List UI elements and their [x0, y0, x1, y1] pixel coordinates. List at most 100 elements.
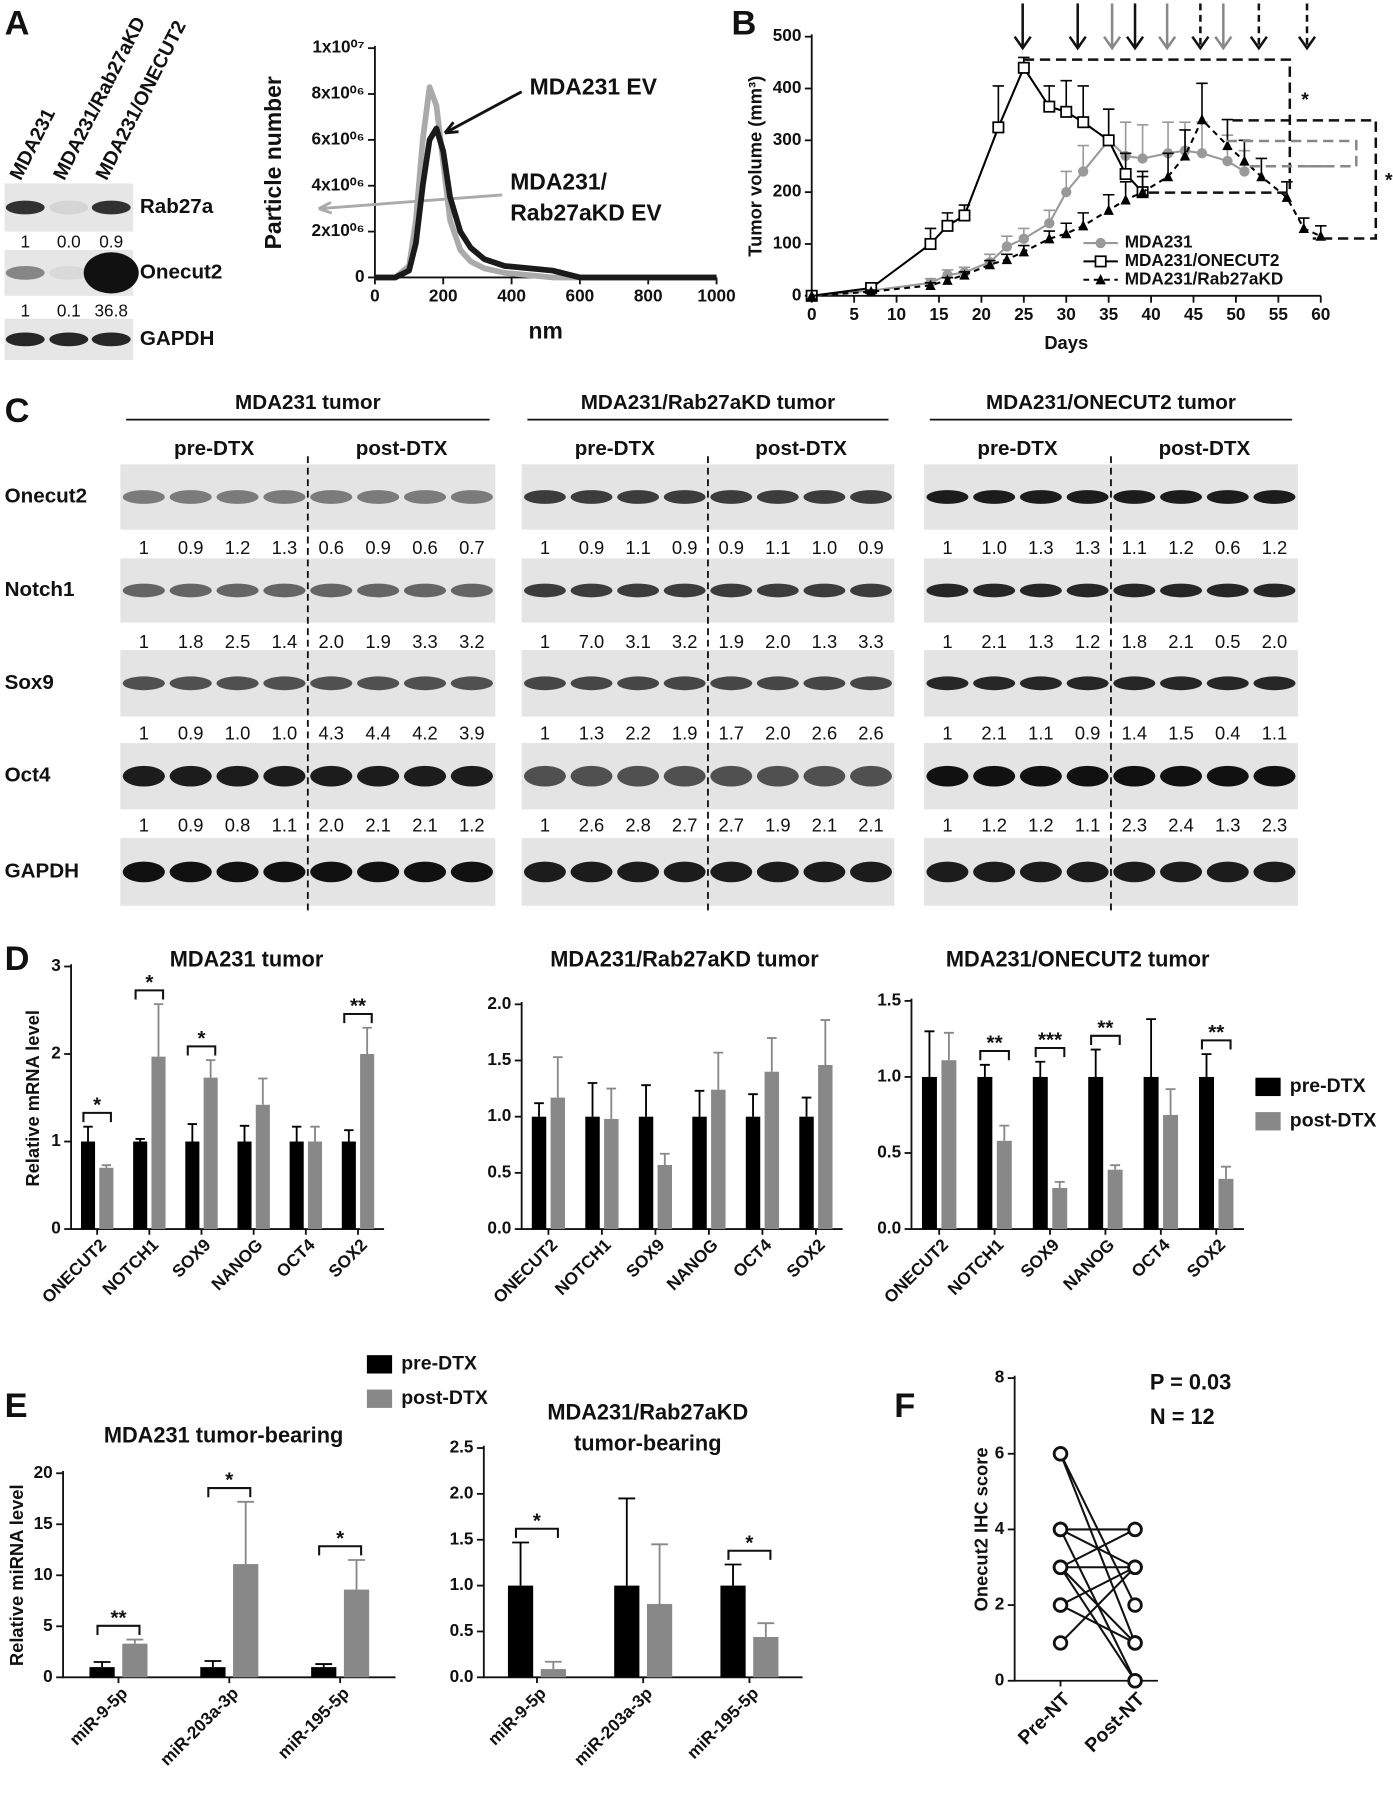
x-tick-label: SOX2 [782, 1235, 829, 1282]
marker [1239, 155, 1250, 166]
quant: 2.1 [412, 814, 437, 835]
band [803, 676, 846, 691]
band [756, 861, 799, 883]
band [450, 490, 493, 504]
marker [1196, 148, 1208, 159]
significance: * [145, 971, 153, 994]
band [850, 765, 892, 787]
y-tick-label: 0 [355, 266, 365, 286]
quant: 1.1 [765, 537, 790, 558]
quant: 4.3 [319, 723, 344, 744]
band [617, 676, 660, 691]
band [49, 265, 89, 280]
row-label: Oct4 [5, 764, 51, 787]
y-axis-label: Particle number [260, 76, 286, 249]
y-tick-label: 5 [43, 1615, 53, 1635]
significance-bracket [1034, 1046, 1066, 1058]
axis [520, 1002, 843, 1230]
bar [507, 1585, 534, 1678]
bar [614, 1585, 640, 1678]
band [803, 583, 846, 598]
x-tick-label: 5 [849, 304, 859, 324]
arrow-head [318, 201, 333, 215]
legend-label: MDA231 [1125, 232, 1193, 252]
row-label: Sox9 [5, 671, 54, 694]
error-bar [544, 1660, 562, 1670]
band [5, 200, 45, 215]
band [1160, 861, 1203, 883]
significance: ** [987, 1032, 1003, 1055]
error-bar [820, 1019, 831, 1066]
y-tick-label: 1.5 [877, 989, 901, 1009]
band [403, 765, 447, 787]
bar [692, 1116, 707, 1230]
row-label: Rab27a [140, 195, 214, 218]
error-bar [757, 1622, 775, 1637]
y-tick-label: 1.5 [450, 1528, 474, 1548]
band [169, 676, 212, 691]
y-tick-label: 0.5 [487, 1161, 511, 1181]
band [91, 332, 131, 347]
point [1127, 1597, 1143, 1613]
quant: 1 [20, 300, 30, 320]
pair-line [1060, 1566, 1136, 1607]
marker [959, 269, 970, 280]
marker [1298, 222, 1309, 234]
quant: 36.8 [94, 300, 127, 320]
bar [1088, 1076, 1104, 1230]
chart-title: MDA231/Rab27aKD [547, 1399, 748, 1424]
band [710, 765, 753, 787]
quant: 0.9 [178, 537, 203, 558]
band [973, 861, 1016, 883]
band [91, 200, 131, 215]
marker [1222, 155, 1233, 167]
legend-label: post-DTX [401, 1387, 488, 1409]
error-bar [552, 1056, 563, 1098]
y-tick-label: 1x10⁰⁷ [312, 37, 364, 57]
quant: 2.0 [1262, 631, 1287, 652]
band [1253, 490, 1296, 504]
point [1052, 1597, 1069, 1613]
band [1113, 861, 1156, 883]
marker [1094, 255, 1107, 268]
band [1113, 765, 1156, 787]
error-bar [694, 1089, 705, 1117]
x-tick-label: 50 [1226, 304, 1245, 324]
band [169, 583, 212, 598]
error-bar [258, 1077, 268, 1105]
bar [133, 1141, 148, 1230]
marker [1078, 220, 1089, 231]
bar [151, 1056, 166, 1230]
y-axis-label: Tumor volume (mm³) [745, 76, 766, 257]
band [523, 583, 566, 598]
band [756, 583, 799, 598]
marker [1281, 191, 1292, 202]
band [263, 765, 306, 787]
quant: 0.9 [178, 814, 203, 835]
marker [1102, 134, 1115, 147]
band [263, 490, 306, 504]
quant: 1.3 [579, 723, 604, 744]
quant: 2.0 [765, 631, 790, 652]
y-tick-label: 2.0 [450, 1482, 474, 1502]
panel-letter: B [731, 4, 756, 42]
marker [925, 279, 936, 291]
band [850, 490, 892, 504]
band [49, 332, 89, 347]
axis [910, 998, 1244, 1230]
post-label: post-DTX [356, 437, 448, 460]
bar [307, 1141, 323, 1230]
quant: 0.7 [459, 537, 484, 558]
bar [360, 1054, 375, 1230]
band [710, 490, 753, 504]
band [83, 252, 139, 294]
band [263, 583, 306, 598]
legend-label: pre-DTX [1290, 1075, 1366, 1097]
quant: 1.9 [719, 631, 744, 652]
band [310, 765, 353, 787]
quant: 1.5 [1168, 723, 1193, 744]
bar [80, 1141, 96, 1230]
marker [942, 274, 953, 285]
chart-title: MDA231 tumor [170, 947, 324, 972]
quant: 1.2 [1028, 814, 1053, 835]
